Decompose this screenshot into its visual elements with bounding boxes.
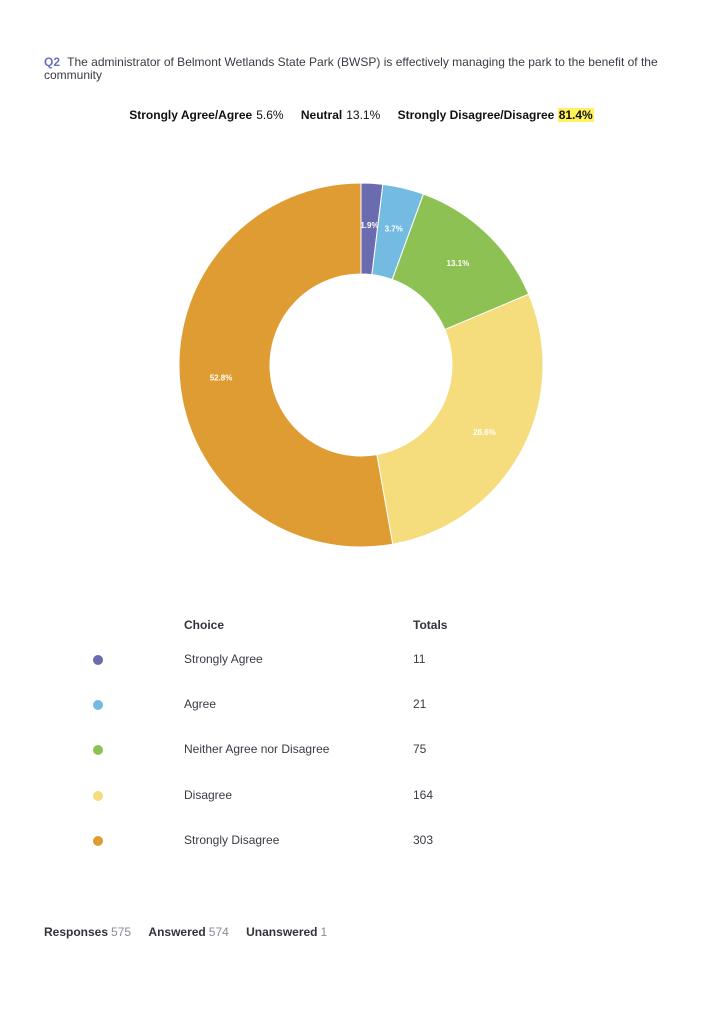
choice-label: Neither Agree nor Disagree: [184, 742, 330, 756]
answered-label: Answered: [148, 925, 206, 939]
slice-label-strongly-agree: 1.9%: [360, 221, 378, 230]
donut-chart: 1.9% 3.7% 13.1% 28.6% 52.8%: [178, 182, 544, 548]
responses-value: 575: [111, 925, 132, 939]
choice-total: 11: [413, 652, 426, 666]
slice-label-strongly-disagree: 52.8%: [210, 373, 233, 382]
legend-dot: [93, 745, 103, 755]
choice-label: Disagree: [184, 788, 233, 802]
slice-label-disagree: 28.6%: [473, 428, 496, 437]
summary-neutral-value: 13.1%: [346, 108, 381, 122]
summary-disagree-value: 81.4%: [557, 108, 594, 122]
question-text: The administrator of Belmont Wetlands St…: [44, 55, 658, 82]
table-row: Disagree 164: [0, 786, 723, 806]
summary-agree-value: 5.6%: [256, 108, 284, 122]
legend-dot: [93, 791, 103, 801]
summary-neutral: Neutral 13.1%: [301, 108, 384, 122]
unanswered-label: Unanswered: [246, 925, 318, 939]
choice-total: 75: [413, 742, 427, 756]
choice-total: 303: [413, 833, 434, 847]
choice-label: Agree: [184, 697, 217, 711]
choice-column-header: Choice: [184, 618, 225, 632]
summary-agree-label: Strongly Agree/Agree: [129, 108, 253, 122]
table-row: Strongly Agree 11: [0, 650, 723, 670]
legend-dot: [93, 700, 103, 710]
choice-label: Strongly Agree: [184, 652, 263, 666]
summary-agree: Strongly Agree/Agree 5.6%: [129, 108, 287, 122]
slice-disagree: [376, 293, 544, 545]
responses-label: Responses: [44, 925, 109, 939]
table-row: Strongly Disagree 303: [0, 831, 723, 851]
choice-total: 21: [413, 697, 427, 711]
unanswered-value: 1: [320, 925, 328, 939]
slice-strongly-disagree: [178, 182, 394, 548]
slice-label-agree: 3.7%: [385, 224, 403, 233]
summary-disagree: Strongly Disagree/Disagree 81.4%: [398, 108, 594, 122]
totals-column-header: Totals: [413, 618, 448, 632]
table-row: Neither Agree nor Disagree 75: [0, 740, 723, 760]
legend-dot: [93, 836, 103, 846]
summary-disagree-label: Strongly Disagree/Disagree: [397, 108, 555, 122]
choice-label: Strongly Disagree: [184, 833, 280, 847]
table-row: Agree 21: [0, 695, 723, 715]
legend-dot: [93, 655, 103, 665]
summary-line: Strongly Agree/Agree 5.6% Neutral 13.1% St…: [0, 108, 723, 122]
question-number: Q2: [44, 55, 61, 69]
slice-label-neutral: 13.1%: [447, 259, 470, 268]
answered-value: 574: [208, 925, 229, 939]
question-text-block: Q2 The administrator of Belmont Wetlands…: [44, 56, 684, 82]
summary-neutral-label: Neutral: [300, 108, 343, 122]
choice-total: 164: [413, 788, 434, 802]
response-stats: Responses 575 Answered 574 Unanswered 1: [44, 925, 341, 939]
